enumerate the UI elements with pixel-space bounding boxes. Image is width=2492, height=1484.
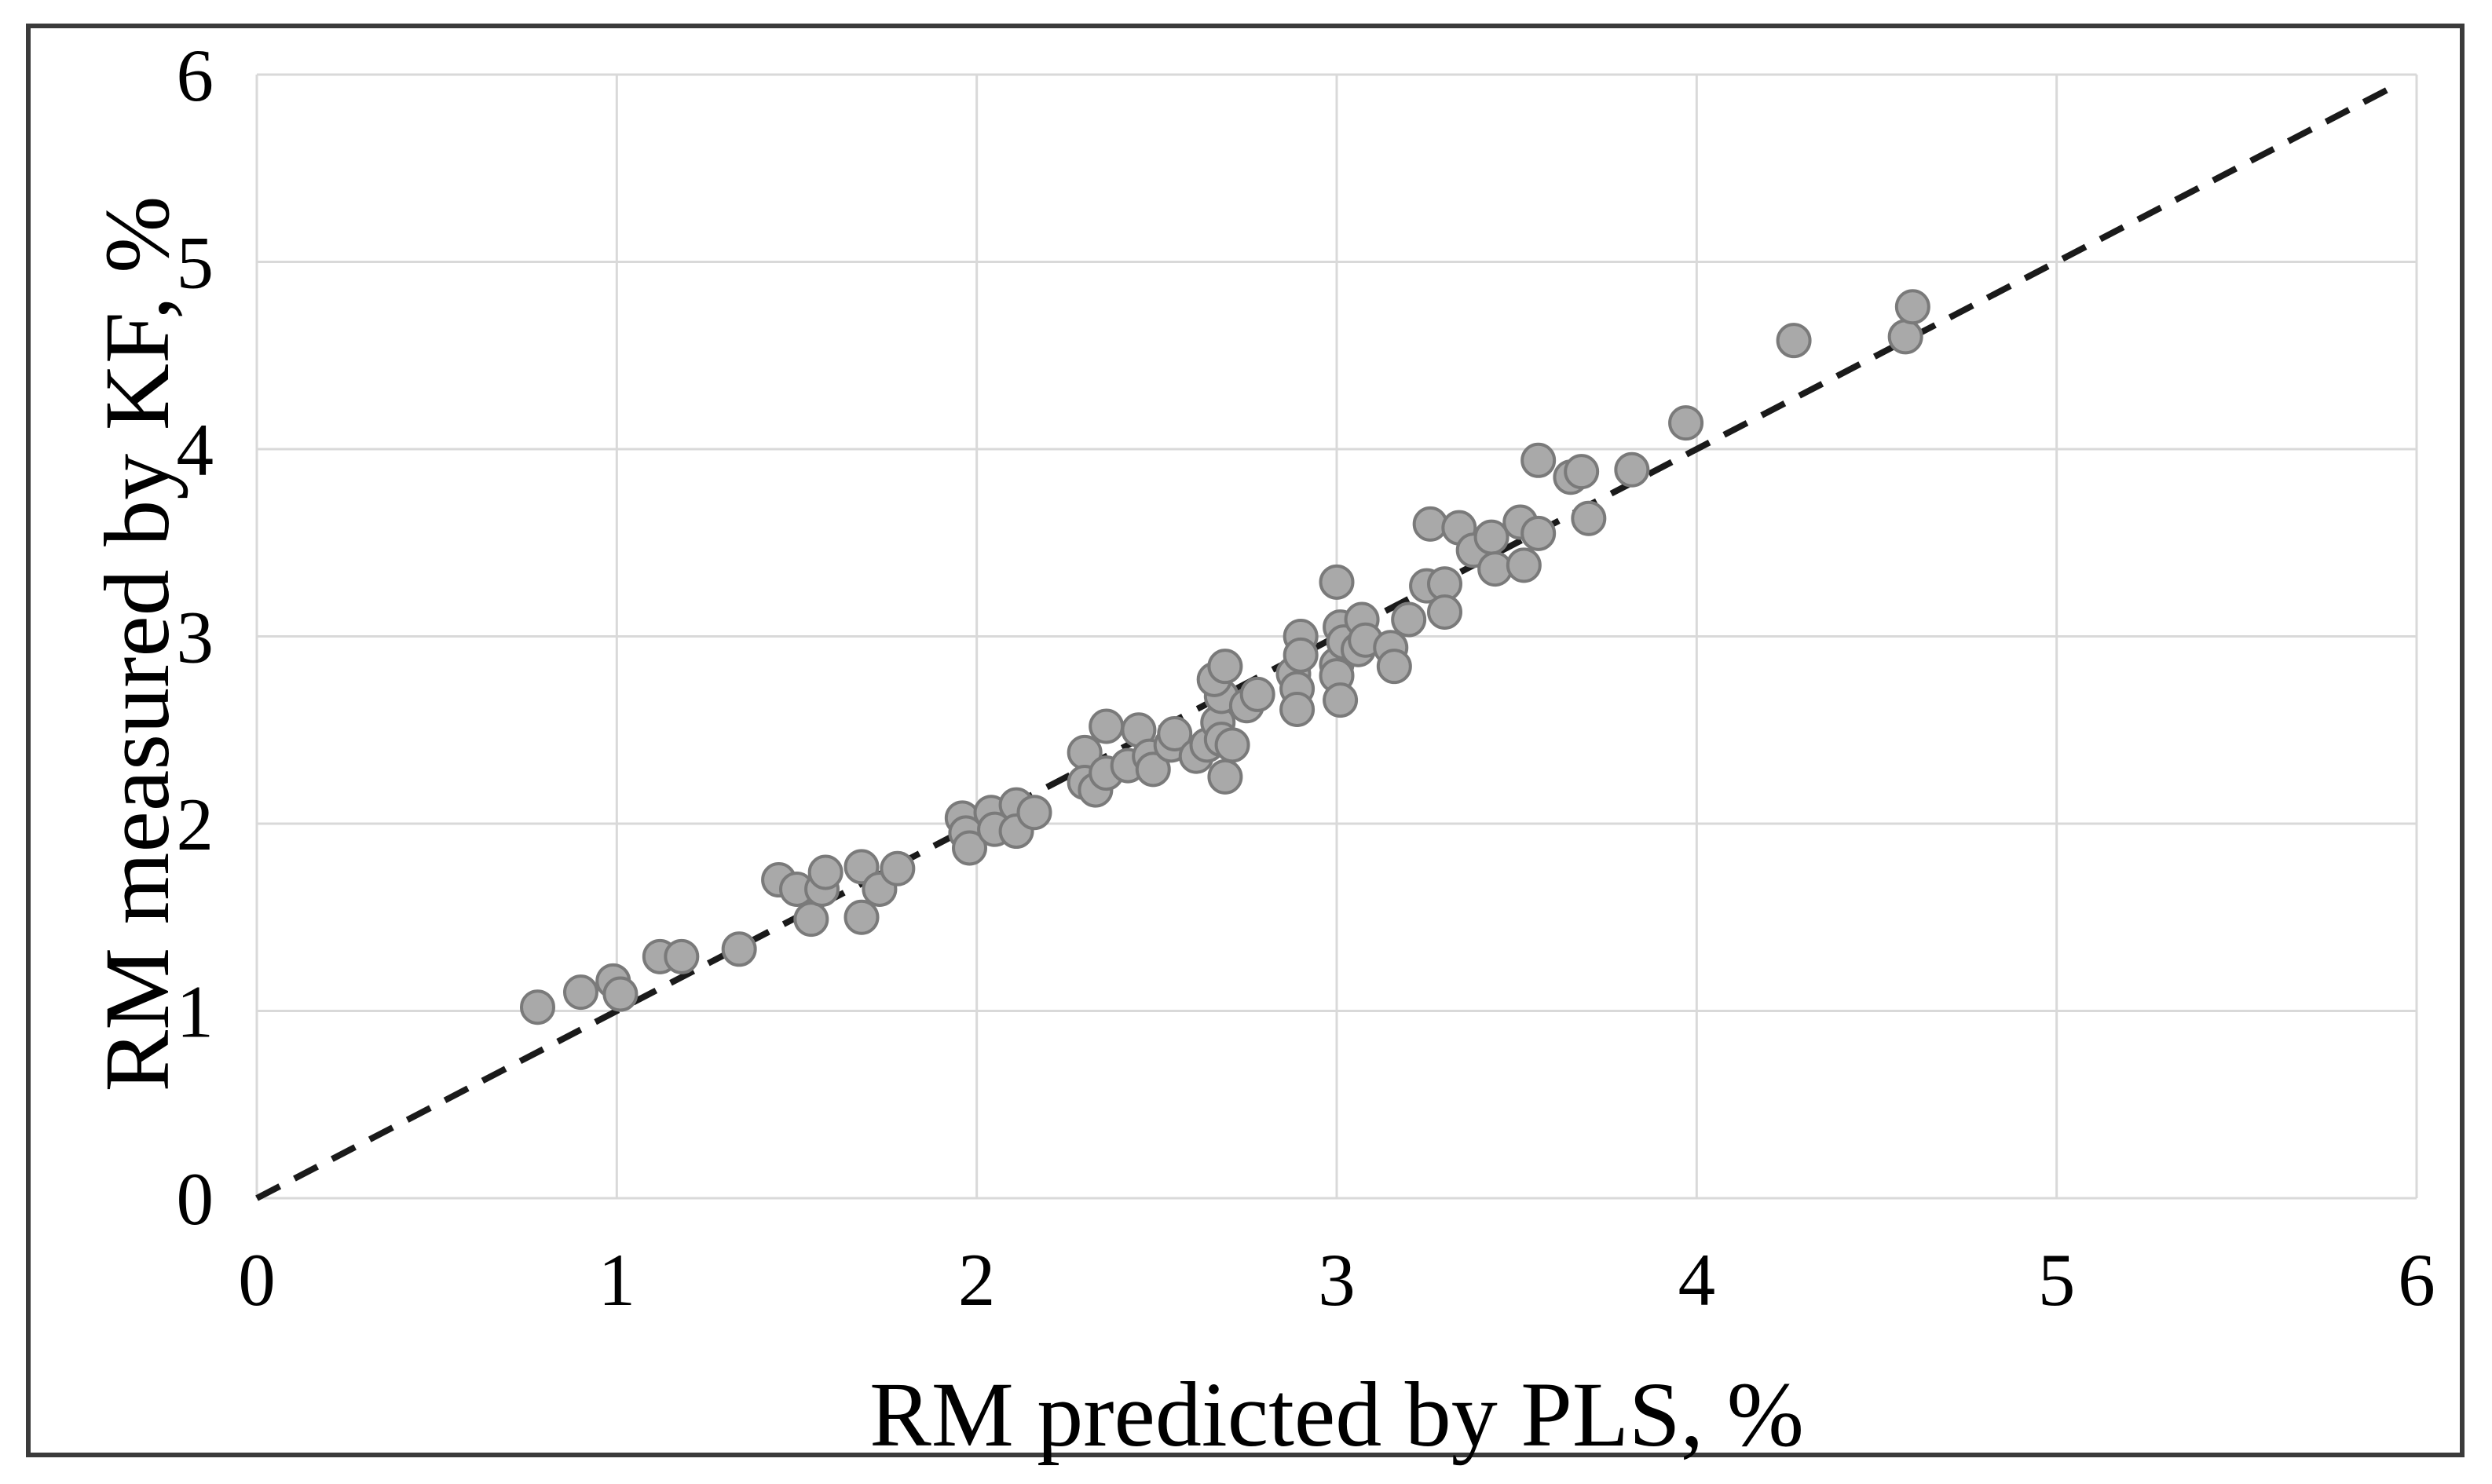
x-axis-title: RM predicted by PLS, % [869, 1363, 1804, 1466]
data-point [1614, 451, 1650, 488]
x-tick-label: 0 [238, 1238, 276, 1321]
x-tick-label: 1 [598, 1238, 636, 1321]
data-point [1412, 506, 1448, 542]
data-point [1279, 692, 1316, 728]
x-tick-label: 6 [2398, 1238, 2435, 1321]
data-point [880, 850, 916, 886]
y-tick-label: 6 [177, 34, 214, 117]
data-point [1319, 564, 1355, 600]
data-point [1157, 716, 1193, 752]
data-point [520, 989, 555, 1025]
x-tick-label: 2 [958, 1238, 996, 1321]
data-point [563, 974, 598, 1011]
data-point [664, 938, 700, 974]
data-point [1506, 547, 1542, 583]
data-point [1207, 758, 1243, 795]
data-point [1477, 551, 1513, 587]
y-tick-label: 1 [177, 970, 214, 1054]
data-point [1894, 289, 1930, 325]
data-point [1520, 515, 1557, 551]
data-point [843, 899, 880, 935]
data-point [1564, 454, 1600, 490]
data-point [602, 976, 639, 1012]
y-axis-title: RM measured by KF, % [86, 196, 188, 1092]
data-point [807, 854, 843, 890]
y-tick-label: 3 [177, 596, 214, 679]
data-point [1668, 405, 1704, 441]
data-point [1887, 319, 1923, 355]
data-point [1239, 676, 1275, 712]
data-point [1283, 637, 1319, 673]
data-point [1376, 649, 1412, 685]
data-point [1016, 795, 1052, 831]
data-point [1473, 519, 1509, 555]
y-tick-label: 2 [177, 783, 214, 866]
data-point [1571, 500, 1607, 536]
data-point [1214, 727, 1250, 763]
data-point [721, 931, 757, 967]
data-point [1207, 649, 1243, 685]
data-point [1776, 323, 1812, 359]
data-point [1323, 682, 1359, 718]
data-point [1391, 601, 1427, 638]
data-point [1135, 751, 1171, 788]
y-tick-label: 4 [177, 408, 214, 492]
data-point [1089, 708, 1125, 744]
y-tick-label: 0 [177, 1157, 214, 1241]
data-point [952, 830, 987, 866]
data-point [793, 901, 829, 938]
y-tick-label: 5 [177, 221, 214, 305]
x-tick-label: 4 [1678, 1238, 1716, 1321]
x-tick-label: 5 [2038, 1238, 2076, 1321]
data-point [1427, 594, 1462, 630]
data-point [1520, 442, 1557, 478]
x-tick-label: 3 [1318, 1238, 1356, 1321]
